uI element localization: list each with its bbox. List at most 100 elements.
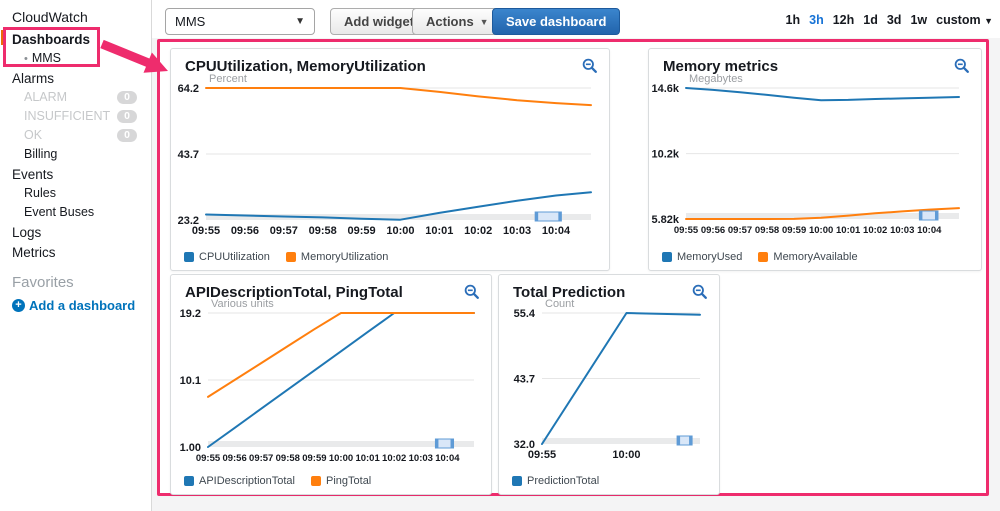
sidebar-item-rules[interactable]: Rules: [24, 186, 56, 200]
selected-item-marker: [1, 30, 4, 45]
time-range-12h[interactable]: 12h: [832, 13, 855, 27]
sidebar-item-alarm-state-insufficient[interactable]: INSUFFICIENT 0: [0, 107, 151, 126]
x-tick-label: 09:56: [231, 225, 259, 237]
legend-item[interactable]: MemoryAvailable: [758, 251, 858, 263]
zoom-out-icon[interactable]: [464, 284, 480, 300]
legend-item[interactable]: APIDescriptionTotal: [184, 475, 295, 487]
sidebar-divider: [151, 0, 152, 511]
chart-scrollbar-track[interactable]: [542, 438, 700, 444]
chart-legend: CPUUtilization MemoryUtilization: [184, 251, 388, 263]
x-tick-label: 10:02: [464, 225, 492, 237]
time-range-1h[interactable]: 1h: [785, 13, 801, 27]
time-range-3h[interactable]: 3h: [809, 13, 824, 27]
series-line: [207, 312, 475, 398]
legend-item[interactable]: MemoryUsed: [662, 251, 742, 263]
chevron-down-icon: ▼: [295, 16, 305, 27]
add-widget-button[interactable]: Add widget: [330, 8, 429, 35]
sidebar-item-dashboards[interactable]: Dashboards: [12, 32, 91, 47]
x-tick-label: 09:56: [222, 453, 246, 464]
chart-scrollbar-track[interactable]: [208, 441, 474, 447]
x-tick-label: 10:00: [329, 453, 353, 464]
legend-swatch: [758, 252, 769, 262]
save-dashboard-button[interactable]: Save dashboard: [492, 8, 621, 35]
sidebar-item-billing[interactable]: Billing: [24, 147, 58, 161]
actions-label: Actions: [426, 14, 474, 29]
sidebar-item-alarms[interactable]: Alarms: [12, 71, 55, 86]
legend-label: PredictionTotal: [527, 475, 600, 487]
zoom-out-icon[interactable]: [692, 284, 708, 300]
axis-unit-label: Percent: [209, 73, 247, 85]
time-range-1w[interactable]: 1w: [910, 13, 928, 27]
y-tick-label: 43.7: [178, 149, 199, 161]
widget-total-prediction[interactable]: Total Prediction Count 55.4 43.7 32.0 09:55 1…: [498, 274, 720, 495]
dashboard-select[interactable]: MMS ▼: [165, 8, 315, 35]
widget-api-ping-total[interactable]: APIDescriptionTotal, PingTotal Various u…: [170, 274, 492, 495]
x-tick-label: 10:03: [890, 225, 914, 236]
chart-area[interactable]: Megabytes 14.6k 10.2k 5.82k 09:55 09:56 09:57 0…: [649, 49, 981, 270]
legend-label: MemoryUtilization: [300, 251, 389, 263]
zoom-out-icon[interactable]: [954, 58, 970, 74]
sidebar-item-metrics[interactable]: Metrics: [12, 245, 56, 260]
y-tick-label: 43.7: [514, 374, 535, 386]
widget-title: Total Prediction: [513, 284, 626, 301]
sidebar-item-alarm-state-alarm[interactable]: ALARM 0: [0, 88, 151, 107]
widget-memory-metrics[interactable]: Memory metrics Megabytes 14.6k 10.2k 5.82k 0…: [648, 48, 982, 271]
series-line: [205, 87, 592, 107]
chart-area[interactable]: Percent 64.2 43.7 23.2 09:55 09:56 09:57 09:58 0…: [171, 49, 609, 270]
series-line: [685, 207, 960, 220]
alarm-count-badge: 0: [117, 110, 137, 123]
x-tick-label: 10:01: [836, 225, 861, 236]
y-tick-label: 10.1: [180, 375, 201, 387]
x-tick-label: 09:55: [528, 449, 556, 461]
sidebar-item-mms[interactable]: • MMS: [0, 49, 151, 68]
legend-swatch: [311, 476, 321, 486]
widget-cpu-memory-utilization[interactable]: CPUUtilization, MemoryUtilization Percen…: [170, 48, 610, 271]
legend-item[interactable]: PingTotal: [311, 475, 371, 487]
chart-canvas[interactable]: Percent 64.2 43.7 23.209:55 09:56 09:57 09:58 0…: [171, 49, 609, 270]
axis-unit-label: Various units: [211, 298, 274, 310]
sidebar-item-alarm-state-ok[interactable]: OK 0: [0, 126, 151, 145]
chart-scrollbar-track[interactable]: [206, 214, 591, 220]
legend-item[interactable]: MemoryUtilization: [285, 251, 389, 263]
sidebar-item-logs[interactable]: Logs: [12, 225, 42, 240]
time-range-1d[interactable]: 1d: [863, 13, 878, 27]
x-tick-label: 09:58: [755, 225, 779, 236]
bullet-icon: •: [24, 53, 28, 65]
chart-scrollbar-handle[interactable]: [534, 211, 562, 222]
x-tick-label: 09:55: [674, 225, 699, 236]
widget-title: Memory metrics: [663, 58, 779, 75]
actions-button[interactable]: Actions ▼: [412, 8, 503, 35]
chart-scrollbar-track[interactable]: [686, 213, 959, 219]
chart-area[interactable]: Various units 19.2 10.1 1.00 09:55 09:56 09:57…: [171, 275, 491, 494]
zoom-out-icon[interactable]: [582, 58, 598, 74]
sidebar-item-event-buses[interactable]: Event Buses: [24, 205, 95, 219]
time-range-3d[interactable]: 3d: [886, 13, 902, 27]
series-line: [685, 87, 960, 102]
legend-item[interactable]: CPUUtilization: [184, 251, 270, 263]
sidebar-item-cloudwatch[interactable]: CloudWatch: [12, 9, 88, 25]
x-tick-label: 09:58: [309, 225, 337, 237]
add-dashboard-link[interactable]: + Add a dashboard: [0, 296, 151, 315]
sidebar-item-events[interactable]: Events: [12, 167, 54, 182]
chart-area[interactable]: Count 55.4 43.7 32.0 09:55 10:00: [499, 275, 719, 494]
x-tick-label: 09:55: [196, 453, 221, 464]
alarm-state-label: ALARM: [24, 90, 68, 104]
chart-canvas[interactable]: Count 55.4 43.7 32.009:55 10:00: [499, 275, 719, 494]
x-tick-label: 09:55: [192, 225, 220, 237]
legend-label: MemoryAvailable: [773, 251, 858, 263]
legend-item[interactable]: PredictionTotal: [512, 475, 599, 487]
custom-label: custom: [936, 13, 981, 27]
time-range-custom[interactable]: custom ▼: [936, 13, 993, 27]
legend-swatch: [512, 476, 522, 486]
legend-swatch: [184, 476, 194, 486]
y-tick-label: 32.0: [514, 439, 535, 451]
chevron-down-icon: ▼: [479, 16, 489, 27]
legend-label: APIDescriptionTotal: [199, 475, 295, 487]
y-tick-label: 23.2: [178, 215, 199, 227]
chart-legend: MemoryUsed MemoryAvailable: [662, 251, 858, 263]
y-tick-label: 5.82k: [651, 214, 679, 226]
y-tick-label: 14.6k: [651, 83, 679, 95]
